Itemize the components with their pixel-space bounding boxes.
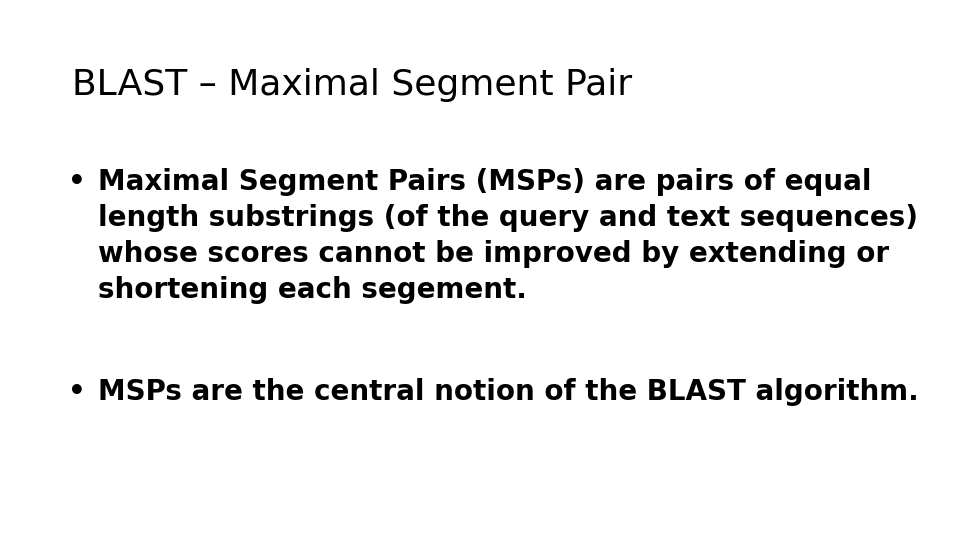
Text: •: • [68, 378, 85, 406]
Text: BLAST – Maximal Segment Pair: BLAST – Maximal Segment Pair [72, 68, 632, 102]
Text: MSPs are the central notion of the BLAST algorithm.: MSPs are the central notion of the BLAST… [98, 378, 919, 406]
Text: Maximal Segment Pairs (MSPs) are pairs of equal: Maximal Segment Pairs (MSPs) are pairs o… [98, 168, 872, 196]
Text: •: • [68, 168, 85, 196]
Text: shortening each segement.: shortening each segement. [98, 276, 527, 304]
Text: whose scores cannot be improved by extending or: whose scores cannot be improved by exten… [98, 240, 889, 268]
Text: length substrings (of the query and text sequences): length substrings (of the query and text… [98, 204, 918, 232]
